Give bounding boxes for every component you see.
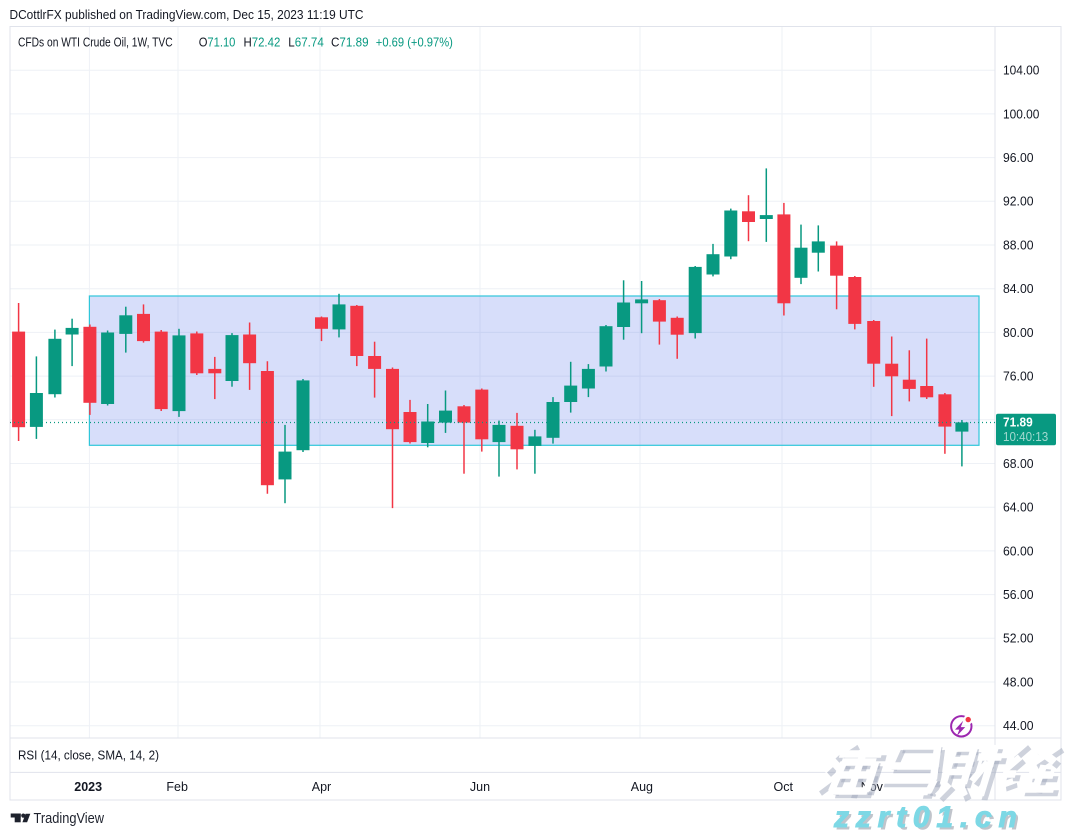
svg-text:64.00: 64.00 <box>1003 501 1034 515</box>
svg-text:RSI (14, close, SMA, 14, 2): RSI (14, close, SMA, 14, 2) <box>18 749 159 763</box>
svg-text:Jun: Jun <box>470 780 490 794</box>
svg-text:L67.74: L67.74 <box>288 36 324 50</box>
svg-text:Aug: Aug <box>631 780 653 794</box>
svg-text:2023: 2023 <box>74 780 102 794</box>
svg-text:DCottlrFX published on Trading: DCottlrFX published on TradingView.com, … <box>10 8 364 22</box>
svg-text:H72.42: H72.42 <box>244 36 281 50</box>
svg-text:80.00: 80.00 <box>1003 326 1034 340</box>
svg-text:CFDs on WTI Crude Oil, 1W, TVC: CFDs on WTI Crude Oil, 1W, TVC <box>18 36 173 50</box>
svg-text:44.00: 44.00 <box>1003 719 1034 733</box>
svg-text:96.00: 96.00 <box>1003 151 1034 165</box>
svg-text:71.89: 71.89 <box>1003 416 1033 430</box>
svg-text:Oct: Oct <box>773 780 793 794</box>
svg-text:10:40:13: 10:40:13 <box>1003 430 1048 444</box>
svg-text:104.00: 104.00 <box>1003 64 1039 78</box>
svg-text:60.00: 60.00 <box>1003 544 1034 558</box>
svg-text:Feb: Feb <box>166 780 188 794</box>
svg-text:56.00: 56.00 <box>1003 588 1034 602</box>
svg-text:100.00: 100.00 <box>1003 107 1039 121</box>
svg-text:+0.69 (+0.97%): +0.69 (+0.97%) <box>376 36 453 50</box>
svg-text:76.00: 76.00 <box>1003 370 1034 384</box>
svg-text:TradingView: TradingView <box>34 811 105 827</box>
svg-text:88.00: 88.00 <box>1003 238 1034 252</box>
svg-text:52.00: 52.00 <box>1003 632 1034 646</box>
svg-text:92.00: 92.00 <box>1003 195 1034 209</box>
svg-text:C71.89: C71.89 <box>331 36 369 50</box>
svg-text:O71.10: O71.10 <box>199 36 236 50</box>
svg-text:48.00: 48.00 <box>1003 675 1034 689</box>
svg-text:84.00: 84.00 <box>1003 282 1034 296</box>
svg-text:68.00: 68.00 <box>1003 457 1034 471</box>
svg-text:Apr: Apr <box>312 780 331 794</box>
